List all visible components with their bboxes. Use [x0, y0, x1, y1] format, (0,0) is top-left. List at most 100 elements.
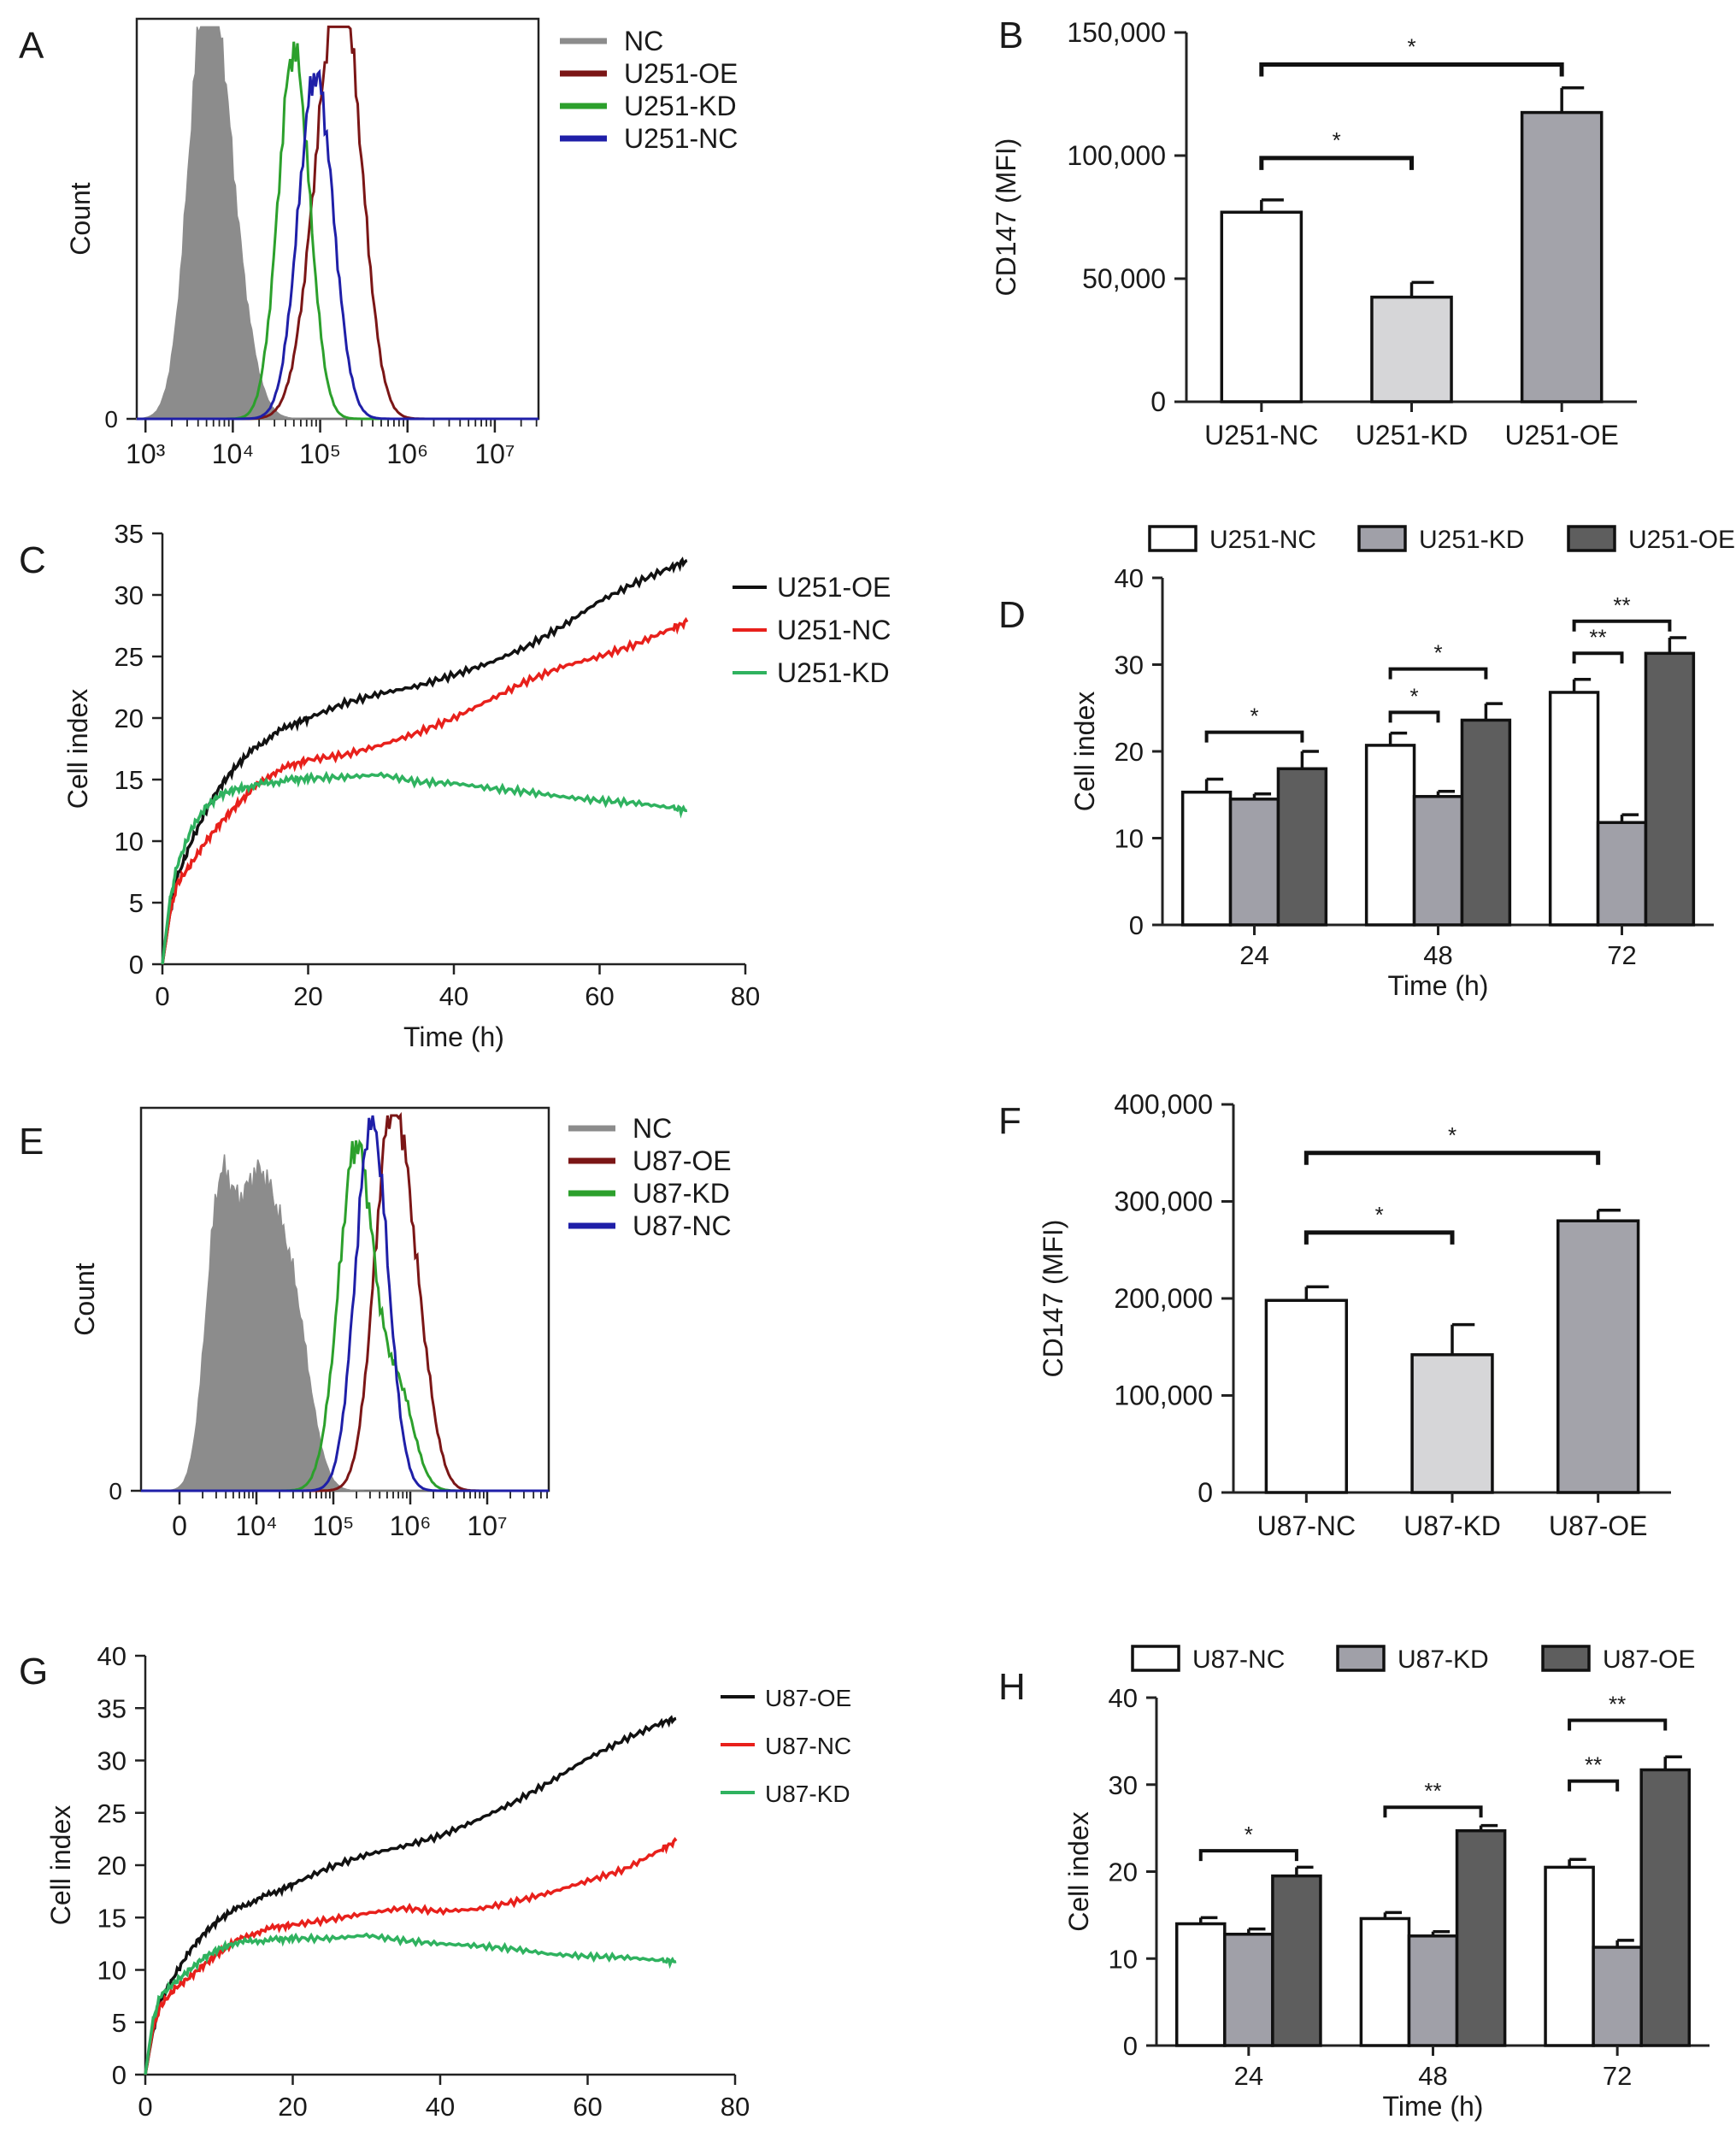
- histogram-u87-nc: [141, 1115, 549, 1492]
- significance-label: **: [1609, 1691, 1626, 1716]
- series-u251-nc: [161, 616, 689, 965]
- significance-label: *: [1333, 127, 1341, 153]
- x-axis-label: Time (h): [1388, 970, 1489, 1001]
- bar-u251-nc-72: [1548, 691, 1600, 927]
- significance-bracket: [1259, 62, 1564, 77]
- y-tick-label: 5: [112, 2008, 127, 2038]
- x-tick-label: 10⁶: [390, 1510, 432, 1541]
- x-tick-label: U251-NC: [1204, 420, 1318, 450]
- significance-bracket: [1388, 667, 1488, 680]
- significance-bracket: [1303, 1230, 1455, 1245]
- legend-label: U87-KD: [1398, 1646, 1489, 1674]
- legend-label: U87-OE: [1603, 1646, 1695, 1674]
- y-tick-label: 10: [1109, 1944, 1138, 1974]
- x-tick-label: 40: [439, 981, 468, 1011]
- y-axis-label: Cell index: [1069, 692, 1100, 812]
- x-tick-label: 48: [1423, 940, 1452, 970]
- x-tick-label: U251-OE: [1504, 420, 1618, 450]
- bar-u251-oe: [1520, 110, 1604, 403]
- significance-bracket: [1568, 1718, 1668, 1731]
- significance-bracket: [1198, 1849, 1298, 1862]
- x-tick-label: 60: [573, 2092, 602, 2122]
- legend-label: U87-KD: [633, 1178, 730, 1209]
- panel-g: G 0 5 10 15 20 25 30 35 40 0 20 40 60 80 Cell index U87-…: [19, 1641, 851, 2122]
- series-u87-nc: [144, 1836, 678, 2075]
- y-tick-label: 0: [1123, 2031, 1138, 2061]
- series-u251-oe: [161, 556, 688, 965]
- legend-label: U87-NC: [765, 1733, 851, 1759]
- legend-label: U251-KD: [624, 91, 737, 121]
- panel-label-a: A: [19, 25, 44, 67]
- bar-u87-oe-48: [1455, 1828, 1507, 2047]
- bar-u251-oe-72: [1644, 651, 1696, 927]
- panel-label-h: H: [998, 1666, 1026, 1708]
- bar-u87-nc-48: [1359, 1916, 1411, 2047]
- panel-label-d: D: [998, 594, 1026, 636]
- significance-label: *: [1448, 1122, 1456, 1148]
- legend-swatch: [1357, 525, 1407, 552]
- significance-bracket: [1303, 1151, 1601, 1165]
- panel-label-f: F: [998, 1100, 1021, 1142]
- significance-label: **: [1613, 592, 1630, 618]
- x-tick-label: U251-KD: [1356, 420, 1468, 450]
- bar-u87-nc-24: [1174, 1922, 1227, 2047]
- bar-u251-oe-48: [1460, 718, 1512, 927]
- x-tick-label: 24: [1234, 2061, 1263, 2091]
- y-tick-label: 30: [1109, 1770, 1138, 1800]
- x-tick-label: 20: [293, 981, 322, 1011]
- bar-u87-nc-72: [1544, 1865, 1595, 2047]
- x-tick-label: 40: [426, 2092, 455, 2122]
- y-tick-label: 30: [1115, 651, 1144, 680]
- significance-bracket: [1259, 156, 1414, 170]
- significance-label: *: [1407, 33, 1415, 59]
- panel-label-b: B: [998, 15, 1023, 56]
- y-tick-label: 40: [1115, 563, 1144, 593]
- y-axis-label: Cell index: [45, 1805, 76, 1926]
- y-tick-label: 0: [129, 950, 144, 980]
- y-tick-label: 0: [1129, 910, 1144, 940]
- significance-label: *: [1409, 683, 1418, 709]
- panel-label-g: G: [19, 1651, 48, 1693]
- legend-swatch: [1336, 1645, 1386, 1672]
- significance-label: **: [1424, 1778, 1441, 1804]
- x-tick-label: 10³: [126, 439, 166, 469]
- significance-label: *: [1245, 1822, 1253, 1847]
- panel-a: A 0 Count 10³ 10⁴ 10⁵ 10⁶ 10⁷ NCU251-OEU251-KDU2…: [19, 17, 738, 469]
- x-tick-label: 10⁵: [313, 1510, 355, 1541]
- bar-u87-nc: [1264, 1298, 1349, 1494]
- bar-u87-oe-24: [1271, 1874, 1322, 2047]
- y-tick-label: 20: [115, 704, 144, 733]
- bar-u87-oe-72: [1639, 1768, 1692, 2047]
- bar-u251-kd-24: [1228, 798, 1280, 927]
- x-tick-label: 10⁷: [474, 439, 515, 469]
- y-axis-label: Cell index: [1063, 1811, 1094, 1932]
- y-tick-label: 35: [115, 519, 144, 549]
- x-tick-label: 48: [1418, 2061, 1447, 2091]
- x-tick-label: 72: [1603, 2061, 1632, 2091]
- histogram-u251-nc: [137, 68, 538, 421]
- significance-label: **: [1589, 624, 1606, 650]
- legend-label: U251-NC: [1209, 526, 1316, 554]
- x-tick-label: 10⁵: [299, 439, 341, 469]
- legend-label: U87-OE: [765, 1685, 851, 1711]
- bar-u87-kd: [1410, 1353, 1494, 1494]
- y-tick-label: 20: [97, 1851, 127, 1881]
- legend-label: U251-OE: [624, 58, 738, 89]
- x-axis-label: Time (h): [1383, 2091, 1484, 2122]
- bar-u251-oe-24: [1276, 767, 1328, 927]
- bar-u87-kd-24: [1223, 1933, 1274, 2047]
- legend-label: U251-OE: [777, 572, 891, 603]
- x-tick-label: 10⁴: [212, 439, 254, 469]
- y-tick-label: 40: [97, 1641, 127, 1671]
- bar-u87-kd-48: [1407, 1934, 1459, 2047]
- bar-u87-oe: [1556, 1219, 1640, 1494]
- panel-f: F 0 100,000 200,000 300,000 400,000 CD147 (MFI…: [998, 1089, 1671, 1541]
- y-axis-label: Count: [69, 1263, 100, 1336]
- x-tick-label: 0: [155, 981, 169, 1011]
- legend-swatch: [1131, 1645, 1180, 1672]
- series-u251-kd: [161, 770, 688, 965]
- y-tick-label: 30: [115, 580, 144, 610]
